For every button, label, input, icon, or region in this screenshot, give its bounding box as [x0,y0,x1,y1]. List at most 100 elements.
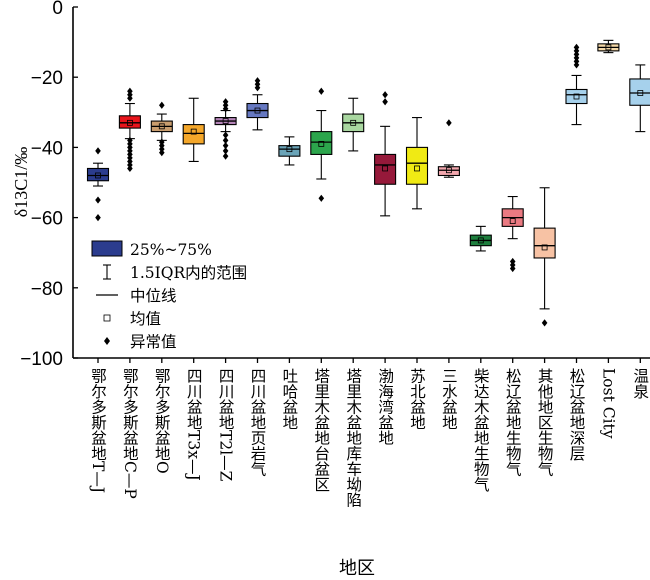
mean-marker [477,237,484,244]
x-tick-label: 渤海湾盆地 [376,368,394,446]
mean-marker [637,90,644,96]
outlier-marker [95,147,101,155]
box-item [405,117,429,210]
legend-label: 25%~75% [130,241,212,259]
mean-marker [605,44,612,51]
y-axis: 0 −20 −40 −60 −80 −100 [20,0,78,370]
x-tick-label: 四川盆地T2l—Z [217,368,235,482]
x-axis-label: 地区 [339,558,375,579]
legend-item: 中位线 [96,287,177,305]
outlier-marker [222,152,229,160]
outlier-marker [222,142,229,150]
y-tick-label: −60 [31,209,63,230]
outlier-marker [446,119,452,127]
y-tick-label: 0 [52,0,63,19]
mean-marker [95,172,101,179]
x-tick-label: 苏北盆地 [408,368,426,431]
legend-outlier-swatch [104,337,110,345]
box-iqr [629,78,650,106]
mean-marker [350,119,357,126]
outlier-marker [127,94,133,102]
outlier-marker [509,264,516,273]
box-item [437,119,460,178]
box-iqr [374,153,397,185]
outlier-marker [222,136,229,144]
legend-mean-swatch [103,314,111,322]
outlier-marker [159,101,165,109]
outlier-marker [222,131,229,139]
box-item [374,91,397,217]
mean-marker [254,107,261,114]
box-item [310,87,333,202]
outlier-marker [541,319,548,327]
legend-label: 异常值 [130,333,177,351]
box-iqr [118,115,141,129]
x-tick-label: 鄂尔多斯盆地C—P [121,368,139,499]
legend-item: 异常值 [104,333,177,351]
y-tick-label: −20 [31,68,63,89]
mean-marker [158,123,165,130]
mean-marker [382,165,389,172]
y-tick-label: −100 [20,349,63,370]
box-iqr [533,227,556,259]
box-item [533,187,556,327]
mean-marker [541,244,548,251]
x-tick-label: 塔里木盆地库车坳陷 [344,368,362,508]
box-item [246,77,269,131]
box-iqr [565,88,588,105]
x-tick-label: 松辽盆地深层 [568,368,586,462]
x-tick-label: Lost City [599,368,617,439]
x-tick-label: 鄂尔多斯盆地T—J [89,368,107,493]
legend-item: 25%~75% [91,240,212,259]
x-tick-label: 四川盆地T3x—J [185,368,203,481]
x-tick-label: 三水盆地 [440,368,458,430]
box-series [86,39,650,327]
outlier-marker [382,98,388,106]
x-tick-label: 柴达木盆地生物气 [472,368,490,493]
y-axis-label: δ13C1/‰ [11,147,31,218]
mean-marker [414,165,420,172]
y-tick-label: −40 [31,138,63,159]
legend-item: 1.5IQR内的范围 [103,264,247,282]
legend-label: 中位线 [130,287,177,305]
x-tick-label: 四川盆地页岩气 [249,368,267,477]
box-item [342,97,365,152]
box-item [565,43,588,126]
box-iqr [310,131,333,155]
outlier-marker [159,149,165,157]
x-tick-label: 塔里木盆地台盆区 [312,368,330,493]
box-item [469,225,492,252]
mean-marker [573,93,580,100]
box-item [629,64,650,133]
mean-marker [445,167,452,174]
outlier-marker [573,61,580,69]
box-item [118,87,141,173]
y-tick-label: −80 [31,279,63,300]
legend-item: 均值 [103,310,161,328]
x-tick-label: 温泉 [631,368,649,400]
outlier-marker [222,105,229,113]
box-item [86,147,110,222]
outlier-marker [222,147,229,155]
mean-marker [286,146,293,153]
box-item [214,98,237,160]
x-axis [73,357,650,363]
legend-label: 1.5IQR内的范围 [130,264,247,282]
box-iqr [437,166,460,177]
box-item [501,195,524,273]
x-tick-label: 其他地区生物气 [536,368,554,477]
mean-marker [509,218,516,225]
x-tick-label: 吐哈盆地 [280,368,298,431]
mean-marker [190,128,197,135]
outlier-marker [127,164,133,173]
mean-marker [318,140,325,147]
x-tick-label: 松辽盆地生物气 [504,368,522,477]
outlier-marker [95,214,101,222]
legend-box-swatch [91,240,123,257]
mean-marker [127,119,133,126]
outlier-marker [318,194,325,202]
box-item [597,39,620,54]
outlier-marker [382,91,388,99]
